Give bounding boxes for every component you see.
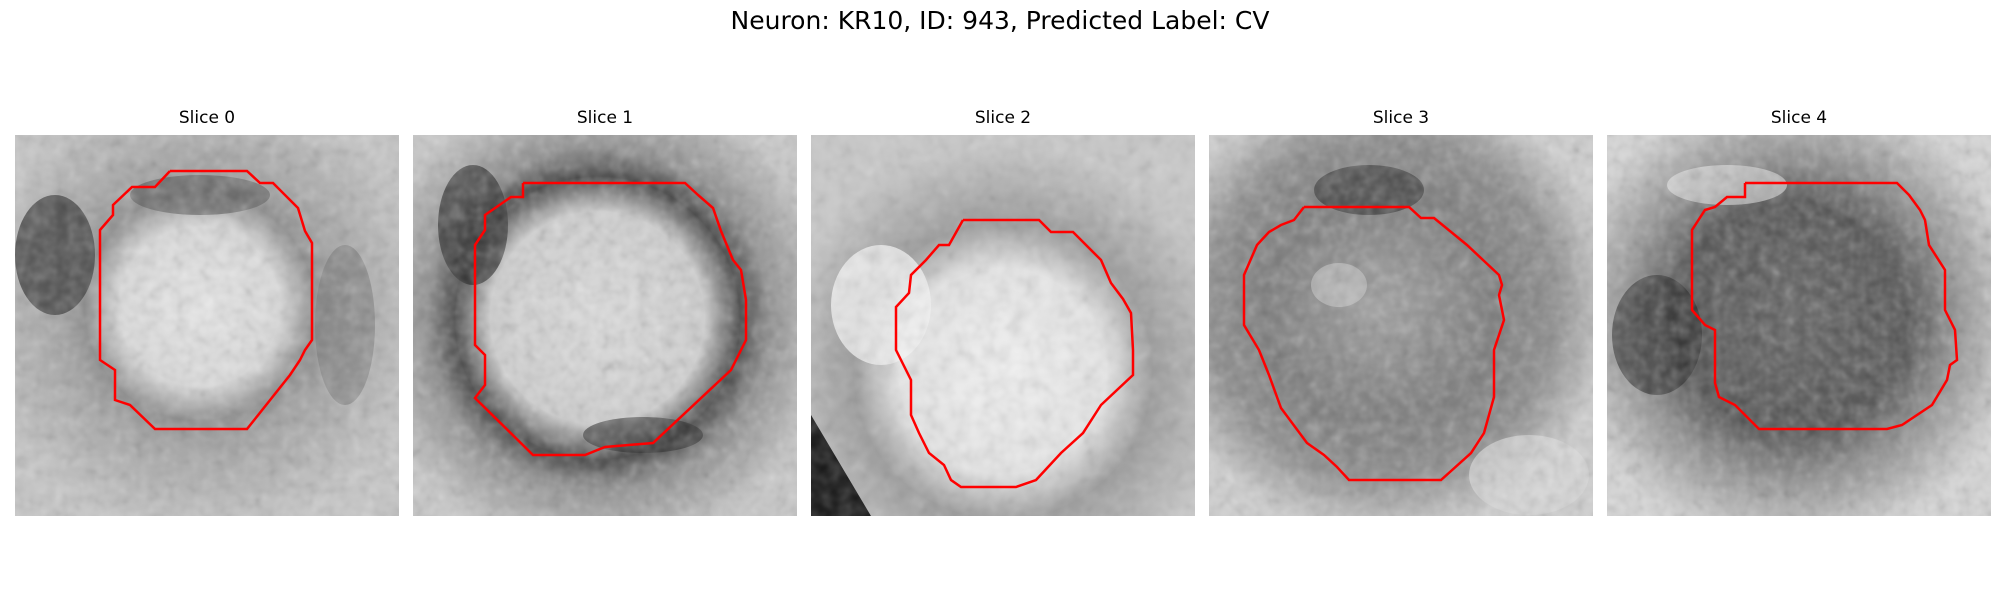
slice-2-contour: [894, 218, 1135, 489]
slice-3-title: Slice 3: [1372, 108, 1430, 128]
slice-4-title: Slice 4: [1770, 108, 1828, 128]
slice-0-title: Slice 0: [178, 108, 236, 128]
slice-2-image: [811, 135, 1195, 516]
slice-1-contour: [473, 181, 748, 457]
slice-3-contour: [1242, 205, 1506, 482]
slice-3-image: [1209, 135, 1593, 516]
slice-4-contour: [1690, 181, 1959, 431]
slice-1-title: Slice 1: [576, 108, 634, 128]
slice-2-title: Slice 2: [974, 108, 1032, 128]
slice-1-image: [413, 135, 797, 516]
slice-0-image: [15, 135, 399, 516]
figure-title: Neuron: KR10, ID: 943, Predicted Label: …: [730, 6, 1270, 35]
slice-0-contour: [98, 169, 314, 431]
slice-4-image: [1607, 135, 1991, 516]
